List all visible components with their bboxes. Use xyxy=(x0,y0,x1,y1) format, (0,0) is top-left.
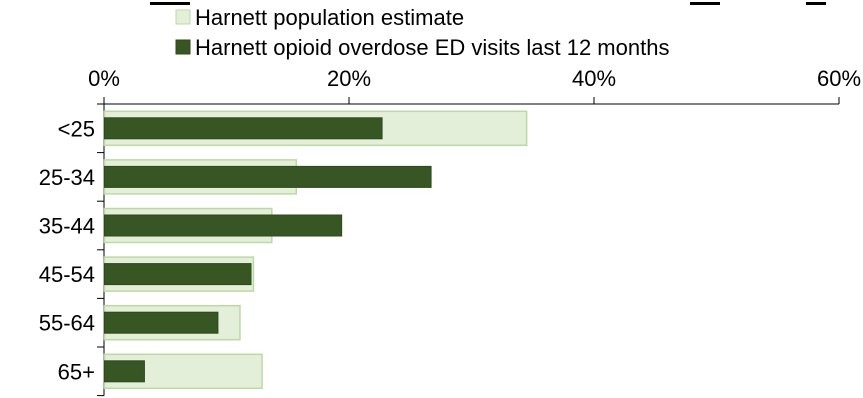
x-axis: 0% 20% 40% 60% xyxy=(88,66,861,105)
category-label: 55-64 xyxy=(39,311,95,336)
bar-ed-visits xyxy=(104,360,145,383)
bar-ed-visits xyxy=(104,165,432,188)
bar-ed-visits xyxy=(104,263,252,286)
category-label: 35-44 xyxy=(39,214,95,239)
bars xyxy=(103,110,528,390)
category-label: <25 xyxy=(58,116,95,141)
legend-swatch-ed-visits xyxy=(175,39,191,55)
x-tick-label: 60% xyxy=(817,66,861,91)
legend-swatch-population xyxy=(175,9,191,25)
category-label: 25-34 xyxy=(39,165,95,190)
bar-ed-visits xyxy=(104,214,343,237)
category-label: 45-54 xyxy=(39,262,95,287)
x-tick-label: 0% xyxy=(88,66,120,91)
y-axis: <25 25-34 35-44 45-54 55-64 65+ xyxy=(39,103,105,397)
legend-label-population: Harnett population estimate xyxy=(195,5,464,30)
title-fragment xyxy=(150,2,826,5)
title-fragment-stroke xyxy=(806,2,826,5)
category-label: 65+ xyxy=(58,359,95,384)
bar-ed-visits xyxy=(104,311,219,334)
bar-ed-visits xyxy=(104,117,383,140)
legend: Harnett population estimate Harnett opioi… xyxy=(175,5,669,60)
title-fragment-stroke xyxy=(150,2,190,5)
title-fragment-stroke xyxy=(690,2,720,5)
x-tick-label: 20% xyxy=(327,66,371,91)
legend-label-ed-visits: Harnett opioid overdose ED visits last 1… xyxy=(195,35,669,60)
x-tick-label: 40% xyxy=(572,66,616,91)
